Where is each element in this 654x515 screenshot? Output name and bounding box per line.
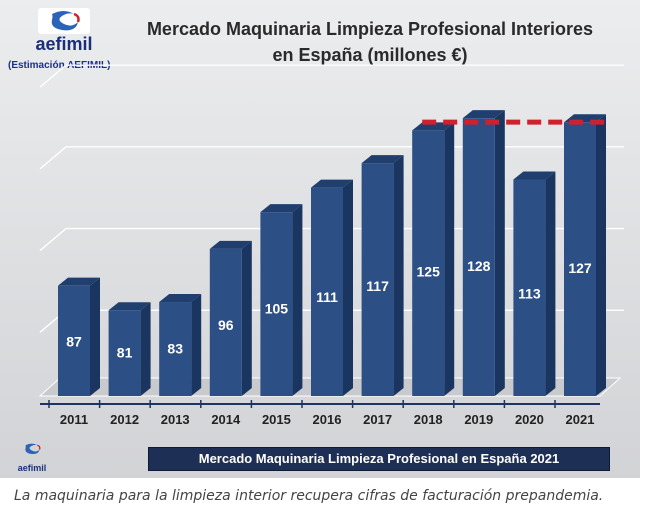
bar-side	[292, 204, 303, 396]
bar-top	[260, 204, 303, 213]
bar-top	[361, 155, 404, 164]
bar-value-label: 96	[218, 317, 234, 333]
x-tick-label: 2011	[60, 412, 88, 427]
bar-value-label: 81	[117, 344, 133, 360]
bar	[462, 118, 495, 397]
bar-value-label: 87	[66, 333, 82, 349]
bar-top	[462, 110, 505, 119]
bar	[564, 122, 596, 396]
bar-top	[108, 302, 151, 311]
x-tick-label: 2014	[211, 412, 241, 427]
bar-side	[545, 171, 556, 396]
bar	[513, 179, 546, 396]
grid-line	[39, 146, 624, 170]
aefimil-swirl-icon	[38, 8, 90, 34]
aefimil-logo: aefimil	[16, 8, 112, 54]
bar-value-label: 128	[467, 258, 491, 274]
x-tick-label: 2015	[262, 412, 291, 427]
aefimil-small-swirl-icon	[25, 443, 41, 455]
bar-value-label: 125	[417, 263, 441, 279]
bar	[361, 163, 394, 396]
bar-top	[311, 179, 353, 188]
bar-side	[241, 240, 252, 396]
bar	[311, 187, 343, 396]
bar	[209, 248, 242, 396]
x-tick-label: 2018	[414, 412, 443, 427]
x-tick-label: 2016	[313, 412, 342, 427]
chart-title-line-1: Mercado Maquinaria Limpieza Profesional …	[146, 19, 594, 39]
bar-side	[393, 155, 404, 396]
x-tick-label: 2017	[363, 412, 392, 427]
chart-title: Mercado Maquinaria Limpieza Profesional …	[130, 16, 610, 68]
x-axis: 2011 2012 2013 2014 2015 2016 2017 2018 2019 2020…	[40, 400, 600, 427]
bar-top	[58, 277, 100, 286]
grid-line	[39, 64, 624, 88]
x-tick-label: 2020	[515, 412, 544, 427]
bar-side	[343, 179, 353, 396]
bar	[260, 212, 293, 396]
estimate-note: (Estimación AEFIMIL)	[8, 60, 111, 71]
bar-top	[159, 294, 202, 303]
bar-top	[513, 171, 556, 180]
footer-logo: aefimil	[12, 440, 52, 473]
footer-logo-wordmark: aefimil	[17, 463, 47, 473]
x-tick-label: 2021	[566, 412, 595, 427]
footer-label: Mercado Maquinaria Limpieza Profesional …	[148, 447, 610, 471]
bars: 87 81 83 96 105 111 117 125 128 113 127	[58, 110, 606, 397]
image-caption: La maquinaria para la limpieza interior …	[14, 488, 604, 504]
bar-value-label: 105	[265, 300, 289, 316]
bar-value-label: 127	[568, 260, 592, 276]
bar-value-label: 117	[366, 278, 389, 294]
bar-side	[596, 114, 606, 396]
x-tick-label: 2012	[110, 412, 139, 427]
bar-value-label: 83	[167, 341, 183, 357]
x-tick-label: 2019	[464, 412, 493, 427]
bar-value-label: 113	[518, 286, 541, 302]
chart-title-line-2: en España (millones €)	[272, 45, 468, 65]
bar-side	[90, 277, 100, 396]
x-tick-label: 2013	[161, 412, 190, 427]
bar	[58, 285, 90, 396]
bar-top	[209, 240, 252, 249]
aefimil-wordmark: aefimil	[35, 34, 93, 54]
bar	[159, 302, 192, 396]
bar-side	[494, 110, 505, 397]
bar	[108, 310, 141, 396]
bar-value-label: 111	[316, 289, 338, 305]
bar	[412, 130, 445, 396]
bar-side	[444, 122, 455, 396]
bar-side	[191, 294, 202, 396]
bar-side	[140, 302, 151, 396]
